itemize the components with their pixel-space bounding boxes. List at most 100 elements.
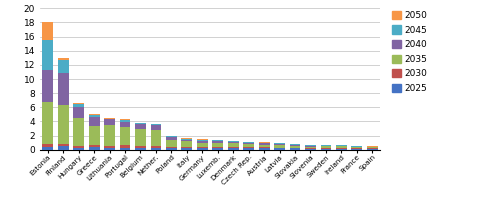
Bar (182, 148, 192, 150)
Bar (258, 148, 270, 150)
Bar (352, 146, 362, 147)
Bar (166, 148, 177, 150)
Bar (150, 125, 162, 130)
Bar (305, 148, 316, 149)
Bar (228, 141, 238, 142)
Bar (42, 40, 53, 70)
Bar (290, 146, 300, 148)
Bar (352, 147, 362, 148)
Bar (73, 104, 84, 107)
Bar (367, 148, 378, 149)
Bar (243, 144, 254, 147)
Bar (120, 127, 130, 145)
Bar (336, 146, 347, 148)
Bar (212, 147, 223, 148)
Bar (135, 146, 146, 148)
Bar (150, 124, 162, 125)
Bar (212, 140, 223, 141)
Bar (367, 149, 378, 150)
Bar (88, 114, 100, 115)
Bar (212, 141, 223, 143)
Bar (243, 142, 254, 143)
Bar (88, 117, 100, 126)
Bar (42, 102, 53, 144)
Bar (290, 144, 300, 145)
Bar (336, 148, 347, 149)
Bar (336, 149, 347, 150)
Bar (305, 147, 316, 148)
Bar (182, 138, 192, 139)
Bar (274, 144, 285, 145)
Bar (166, 147, 177, 148)
Bar (212, 148, 223, 150)
Bar (320, 145, 332, 146)
Bar (166, 140, 177, 147)
Bar (73, 107, 84, 118)
Bar (73, 146, 84, 148)
Bar (197, 141, 207, 143)
Bar (182, 147, 192, 148)
Bar (58, 146, 68, 150)
Bar (58, 144, 68, 146)
Bar (197, 143, 207, 147)
Bar (150, 148, 162, 150)
Bar (150, 146, 162, 148)
Bar (73, 148, 84, 150)
Bar (73, 118, 84, 146)
Bar (197, 148, 207, 150)
Bar (274, 143, 285, 144)
Bar (120, 148, 130, 150)
Bar (212, 143, 223, 147)
Bar (58, 58, 68, 60)
Bar (120, 145, 130, 148)
Bar (274, 148, 285, 150)
Bar (320, 146, 332, 148)
Bar (120, 119, 130, 120)
Bar (88, 115, 100, 117)
Bar (104, 119, 115, 125)
Bar (73, 103, 84, 104)
Bar (228, 147, 238, 148)
Bar (243, 147, 254, 148)
Bar (135, 124, 146, 129)
Bar (274, 145, 285, 148)
Bar (120, 122, 130, 127)
Bar (228, 148, 238, 150)
Bar (135, 129, 146, 146)
Bar (305, 146, 316, 147)
Bar (135, 123, 146, 124)
Bar (135, 148, 146, 150)
Bar (367, 146, 378, 147)
Bar (88, 126, 100, 145)
Bar (42, 22, 53, 40)
Bar (104, 148, 115, 150)
Bar (120, 120, 130, 122)
Bar (58, 73, 68, 105)
Bar (42, 70, 53, 102)
Bar (367, 147, 378, 148)
Bar (104, 146, 115, 148)
Bar (58, 105, 68, 144)
Bar (305, 145, 316, 146)
Bar (336, 145, 347, 146)
Bar (104, 125, 115, 146)
Bar (166, 136, 177, 137)
Bar (182, 141, 192, 147)
Bar (290, 145, 300, 146)
Bar (228, 143, 238, 147)
Bar (104, 118, 115, 119)
Bar (42, 147, 53, 150)
Bar (258, 145, 270, 147)
Bar (352, 148, 362, 149)
Bar (243, 148, 254, 150)
Bar (58, 60, 68, 73)
Bar (88, 147, 100, 150)
Bar (258, 142, 270, 143)
Bar (197, 147, 207, 148)
Bar (228, 142, 238, 143)
Bar (258, 143, 270, 145)
Bar (305, 149, 316, 150)
Bar (243, 143, 254, 144)
Legend: 2050, 2045, 2040, 2035, 2030, 2025: 2050, 2045, 2040, 2035, 2030, 2025 (392, 10, 428, 94)
Bar (182, 139, 192, 140)
